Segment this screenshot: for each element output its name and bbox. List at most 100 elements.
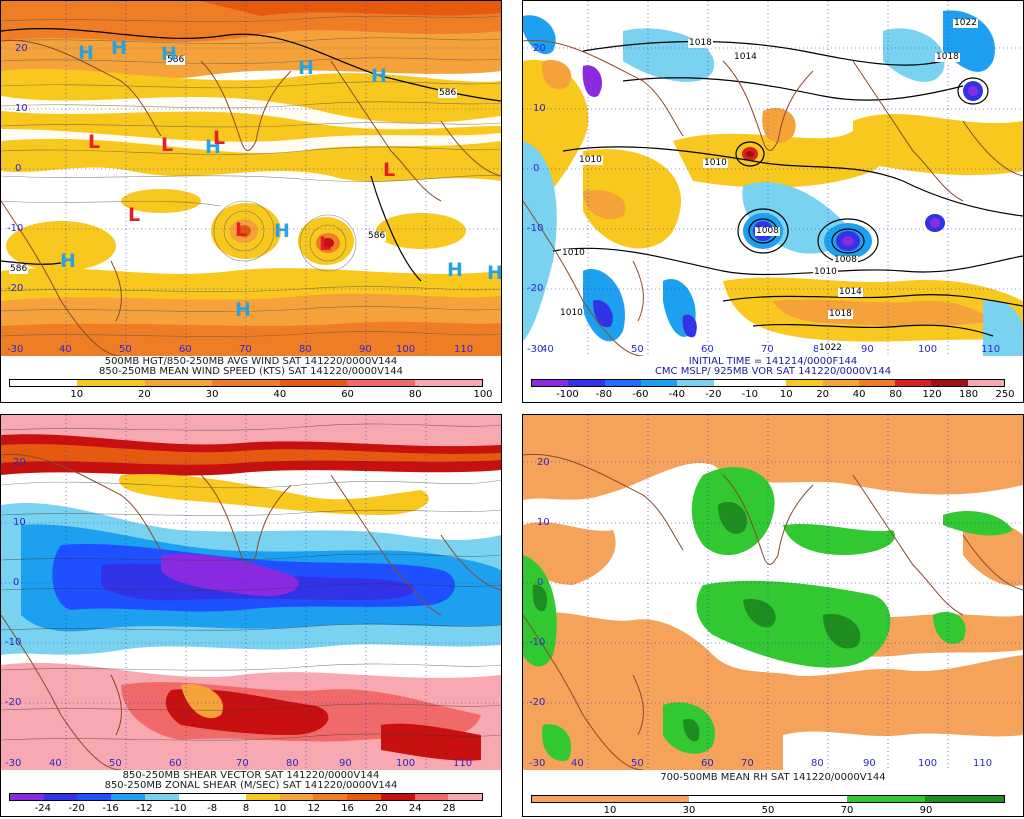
lat-label: 20 — [15, 43, 28, 54]
panel-rh: 20 10 0 -10 -20 -30 40 50 60 70 80 90 10… — [522, 414, 1024, 817]
panel-shear: 20 10 0 -10 -20 -30 40 50 60 70 80 90 10… — [0, 414, 502, 817]
isobar-label: 1022 — [953, 18, 978, 28]
colorbar-segment — [10, 380, 78, 386]
lon-label: 100 — [396, 344, 416, 355]
colorbar-label: 40 — [273, 389, 287, 400]
lat-label: 10 — [13, 517, 26, 528]
shear-caption-2: 850-250MB ZONAL SHEAR (M/SEC) SAT 141220… — [104, 780, 398, 791]
colorbar-label: 40 — [852, 389, 866, 400]
isobar-label: 1008 — [755, 226, 780, 236]
panel-vorticity: 20 10 0 -10 -20 -30 40 50 60 70 80 90 10… — [522, 0, 1024, 403]
lat-label: 0 — [13, 577, 20, 588]
colorbar-segment — [144, 794, 179, 800]
wind-caption-2: 850-250MB MEAN WIND SPEED (KTS) SAT 1412… — [98, 366, 403, 377]
map-shear: 20 10 0 -10 -20 -30 40 50 60 70 80 90 10… — [1, 415, 501, 770]
colorbar-segment — [931, 380, 968, 386]
high-pressure-icon: H — [161, 43, 177, 65]
colorbar-segment — [279, 794, 314, 800]
colorbar-label: 60 — [341, 389, 354, 400]
low-pressure-icon: L — [319, 233, 332, 255]
lat-label: -20 — [5, 697, 22, 708]
lat-label: 0 — [15, 163, 22, 174]
colorbar-label: 24 — [408, 803, 422, 814]
lon-label: 110 — [454, 344, 474, 355]
colorbar-segment — [414, 380, 482, 386]
high-pressure-icon: H — [274, 220, 290, 242]
lon-label: 90 — [863, 758, 876, 769]
colorbar-label: 100 — [473, 389, 493, 400]
map-wind: 20 10 0 -10 -20 -30 40 50 60 70 80 90 10… — [1, 1, 501, 356]
lon-label: 70 — [761, 344, 774, 355]
colorbar-segment — [925, 796, 1005, 802]
panel-wind: 20 10 0 -10 -20 -30 40 50 60 70 80 90 10… — [0, 0, 502, 403]
high-pressure-icon: H — [371, 65, 387, 87]
shear-vectors — [1, 423, 501, 741]
colorbar-segment — [77, 380, 145, 386]
shear-field — [1, 415, 501, 770]
lon-label: 80 — [811, 758, 824, 769]
colorbar-segment — [677, 380, 714, 386]
colorbar-segment — [532, 380, 569, 386]
colorbar-segment — [846, 796, 926, 802]
lat-label: -10 — [5, 637, 22, 648]
contour-label: 586 — [438, 88, 458, 98]
colorbar-label: 250 — [995, 389, 1015, 400]
colorbar-label: 10 — [779, 389, 793, 400]
lon-label: 110 — [973, 758, 993, 769]
vorticity-positive-blobs — [523, 59, 1023, 342]
colorbar-label: -10 — [170, 803, 187, 814]
lon-label: 90 — [359, 344, 372, 355]
lon-label: 50 — [109, 758, 122, 769]
lon-label: 70 — [239, 344, 252, 355]
colorbar-label: 8 — [242, 803, 250, 814]
colorbar-label: -24 — [34, 803, 52, 814]
colorbar-segment — [77, 794, 112, 800]
lat-label: -20 — [529, 697, 546, 708]
colorbar-segment — [713, 380, 750, 386]
lat-label: 0 — [533, 163, 540, 174]
low-pressure-icon: L — [128, 204, 141, 226]
lon-label: 90 — [861, 344, 874, 355]
wind-streamlines — [1, 15, 501, 337]
vorticity-colorbar — [531, 379, 1005, 387]
lon-label: 80 — [299, 344, 312, 355]
colorbar-segment — [347, 380, 415, 386]
lon-label: 60 — [701, 758, 714, 769]
contour-label: 586 — [166, 55, 186, 65]
high-pressure-icon: H — [78, 42, 94, 64]
colorbar-label: -60 — [632, 389, 649, 400]
high-pressure-icon: H — [111, 37, 127, 59]
colorbar-segment — [895, 380, 932, 386]
lon-label: 70 — [741, 758, 754, 769]
colorbar-segment — [640, 380, 678, 386]
wind-colorbar — [9, 379, 483, 387]
low-pressure-icon: L — [383, 159, 396, 181]
colorbar-segment — [347, 794, 381, 800]
lon-label: 40 — [59, 344, 72, 355]
isobar-label: 1010 — [578, 155, 603, 165]
colorbar-segment — [212, 380, 280, 386]
colorbar-segment — [212, 794, 247, 800]
lat-label: 20 — [533, 43, 546, 54]
lon-label: 60 — [179, 344, 192, 355]
coastline-icon — [523, 39, 1023, 356]
grid-lines-icon — [1, 415, 501, 770]
colorbar-label: 28 — [442, 803, 456, 814]
colorbar-label: 180 — [958, 389, 979, 400]
grid-lines-icon — [1, 1, 501, 356]
colorbar-segment — [144, 380, 213, 386]
lat-label: -30 — [527, 344, 544, 355]
colorbar-label: 120 — [922, 389, 942, 400]
lon-label: 40 — [49, 758, 62, 769]
lon-label: 60 — [169, 758, 182, 769]
colorbar-segment — [43, 794, 78, 800]
lat-label: -20 — [527, 283, 544, 294]
colorbar-label: 10 — [273, 803, 287, 814]
lat-label: -10 — [527, 223, 544, 234]
colorbar-label: -10 — [741, 389, 758, 400]
colorbar-segment — [532, 796, 611, 802]
shear-colorbar — [9, 793, 483, 801]
colorbar-segment — [10, 794, 44, 800]
lon-label: 50 — [631, 344, 644, 355]
colorbar-label: 12 — [307, 803, 321, 814]
